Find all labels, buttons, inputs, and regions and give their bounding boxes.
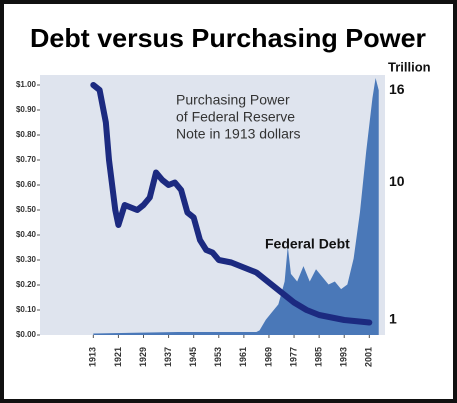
x-tick-label: 1921	[113, 347, 123, 367]
x-tick-label: 1953	[213, 347, 223, 367]
y2-tick-label: 1	[389, 310, 397, 326]
x-tick-label: 1929	[138, 347, 148, 367]
x-tick-label: 2001	[364, 347, 374, 367]
x-tick-label: 1961	[238, 347, 248, 367]
x-tick-label: 1913	[88, 347, 98, 367]
y2-tick-label: 16	[389, 81, 405, 97]
x-tick-label: 1937	[163, 347, 173, 367]
y-tick-label: $1.00	[16, 80, 37, 89]
y-tick-label: $0.10	[16, 305, 37, 314]
y-tick-label: $0.70	[16, 155, 37, 164]
y-tick-label: $0.00	[16, 330, 37, 339]
y-tick-label: $0.80	[16, 130, 37, 139]
annotation: Purchasing Power	[176, 92, 290, 108]
y-tick-label: $0.30	[16, 255, 37, 264]
annotation: of Federal Reserve	[176, 109, 295, 125]
annotation: Note in 1913 dollars	[176, 126, 301, 142]
y-tick-label: $0.60	[16, 180, 37, 189]
y-tick-label: $0.40	[16, 230, 37, 239]
annotation: Federal Debt	[265, 236, 350, 252]
purchasing-power-line	[90, 82, 373, 326]
y-tick-label: $0.50	[16, 205, 37, 214]
debt-area	[93, 78, 379, 335]
x-tick-label: 1985	[314, 347, 324, 367]
x-tick-label: 1969	[263, 347, 273, 367]
x-tick-label: 1977	[288, 347, 298, 367]
y2-unit: Trillion	[388, 59, 431, 74]
x-tick-label: 1945	[188, 347, 198, 367]
y2-tick-label: 10	[389, 173, 405, 189]
y-tick-label: $0.90	[16, 105, 37, 114]
x-tick-label: 1993	[339, 347, 349, 367]
y-tick-label: $0.20	[16, 280, 37, 289]
chart-title: Debt versus Purchasing Power	[30, 23, 426, 53]
